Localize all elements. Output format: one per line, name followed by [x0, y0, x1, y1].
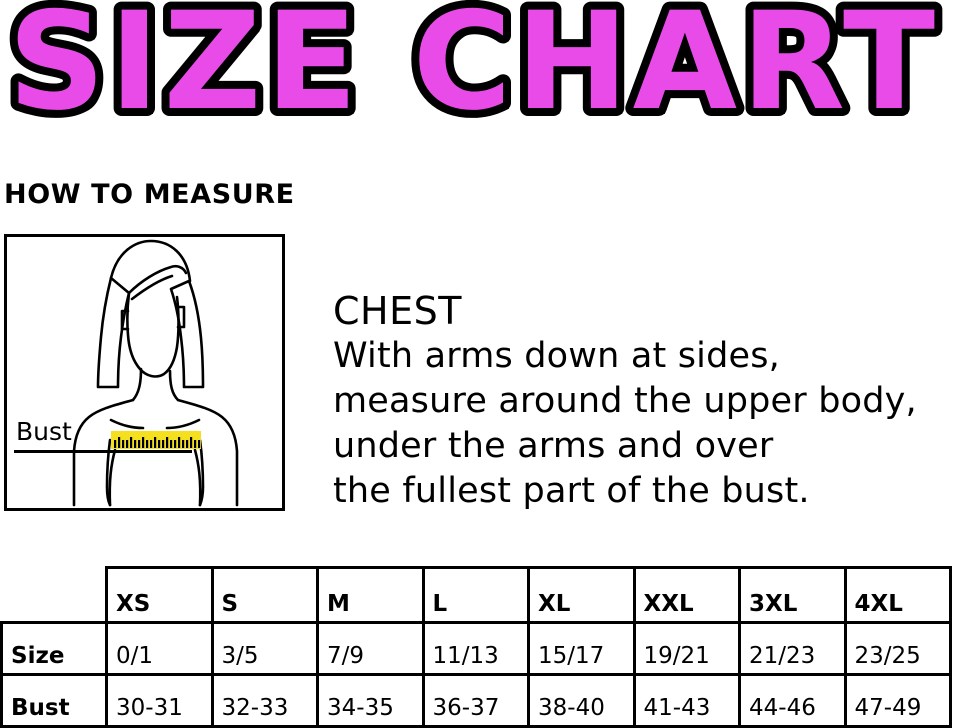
cell-size-s: 3/5 [210, 621, 319, 676]
measurement-illustration-box [4, 234, 285, 511]
table-corner-blank [2, 568, 107, 623]
cell-bust-m: 34-35 [316, 673, 425, 728]
cell-bust-xl: 38-40 [527, 673, 636, 728]
cell-size-l: 11/13 [421, 621, 530, 676]
cell-bust-s: 32-33 [210, 673, 319, 728]
row-label-bust: Bust [0, 673, 108, 728]
cell-bust-xxl: 41-43 [632, 673, 741, 728]
chest-line-2: measure around the upper body, [333, 381, 917, 421]
measuring-tape-ticks-icon [114, 437, 201, 448]
table-header-xs: XS [105, 566, 214, 624]
cell-size-xl: 15/17 [527, 621, 636, 676]
size-chart-title-art: SIZE CHART SIZE CHART SIZE CHART [0, 0, 945, 144]
page-title-banner: SIZE CHART SIZE CHART SIZE CHART [0, 0, 953, 144]
table-row-size: Size 0/1 3/5 7/9 11/13 15/17 19/21 21/23… [0, 621, 952, 676]
chest-description-block: CHEST With arms down at sides, measure a… [333, 288, 943, 514]
cell-size-m: 7/9 [316, 621, 425, 676]
cell-size-xxl: 19/21 [632, 621, 741, 676]
cell-bust-3xl: 44-46 [738, 673, 847, 728]
chest-line-4: the fullest part of the bust. [333, 471, 810, 511]
size-table-grid: XS S M L XL XXL 3XL 4XL Size 0/1 3/5 7/9… [0, 566, 952, 728]
table-header-xl: XL [527, 566, 636, 624]
table-header-l: L [421, 566, 530, 624]
bust-leader-line [14, 450, 192, 453]
cell-bust-xs: 30-31 [105, 673, 214, 728]
chest-line-1: With arms down at sides, [333, 336, 780, 376]
how-to-measure-heading: HOW TO MEASURE [4, 179, 295, 210]
table-header-s: S [210, 566, 319, 624]
cell-size-4xl: 23/25 [843, 621, 952, 676]
table-header-xxl: XXL [632, 566, 741, 624]
bust-callout: Bust [6, 418, 296, 464]
table-row-bust: Bust 30-31 32-33 34-35 36-37 38-40 41-43… [0, 673, 952, 728]
table-header-row: XS S M L XL XXL 3XL 4XL [2, 566, 952, 624]
cell-bust-l: 36-37 [421, 673, 530, 728]
title-shadow-layer: SIZE CHART [14, 0, 945, 144]
female-torso-figure-icon [72, 239, 239, 507]
title-fill-layer: SIZE CHART [8, 0, 939, 140]
size-table: XS S M L XL XXL 3XL 4XL Size 0/1 3/5 7/9… [0, 566, 952, 728]
cell-size-3xl: 21/23 [738, 621, 847, 676]
table-header-3xl: 3XL [738, 566, 847, 624]
chest-heading: CHEST [333, 289, 462, 333]
table-header-m: M [316, 566, 425, 624]
cell-size-xs: 0/1 [105, 621, 214, 676]
table-header-4xl: 4XL [843, 566, 952, 624]
row-label-size: Size [0, 621, 108, 676]
bust-callout-label: Bust [16, 417, 72, 446]
title-outline-layer: SIZE CHART [8, 0, 939, 140]
cell-bust-4xl: 47-49 [843, 673, 952, 728]
chest-line-3: under the arms and over [333, 426, 774, 466]
